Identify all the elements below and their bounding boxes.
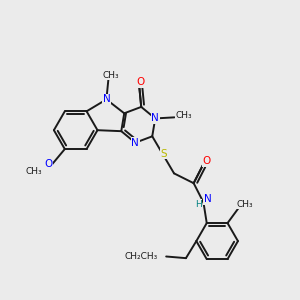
Text: CH₃: CH₃ (26, 167, 42, 176)
Text: O: O (136, 77, 144, 87)
Text: O: O (45, 159, 53, 169)
Text: N: N (131, 138, 139, 148)
Text: CH₂CH₃: CH₂CH₃ (125, 252, 158, 261)
Text: S: S (161, 149, 167, 159)
Text: CH₃: CH₃ (102, 71, 119, 80)
Text: CH₃: CH₃ (175, 111, 192, 120)
Text: N: N (204, 194, 211, 204)
Text: H: H (195, 200, 202, 209)
Text: O: O (202, 156, 211, 166)
Text: N: N (103, 94, 110, 104)
Text: N: N (151, 113, 159, 123)
Text: CH₃: CH₃ (237, 200, 253, 209)
